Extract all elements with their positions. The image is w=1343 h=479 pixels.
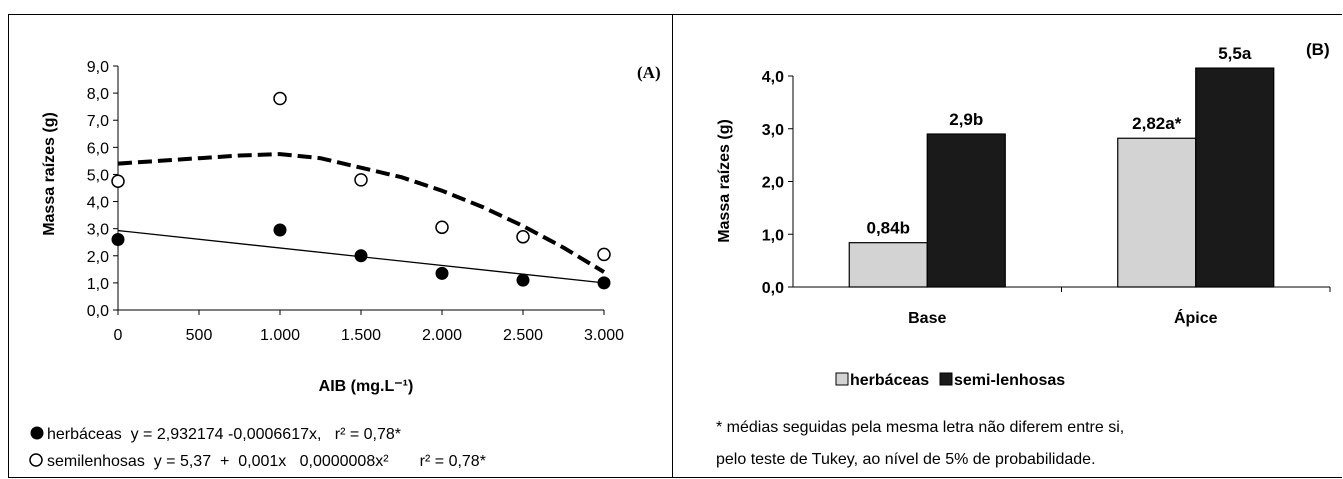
x-tick-label-a: 0	[114, 327, 123, 344]
y-tick-label-a: 1,0	[87, 276, 109, 293]
bar-value-label: 0,84b	[867, 219, 910, 238]
point-semilenhosas	[597, 247, 611, 262]
point-semilenhosas	[273, 91, 287, 106]
category-label: Ápice	[1174, 308, 1218, 327]
panel-b-letter: (B)	[1306, 40, 1330, 59]
bar-value-label: 2,9b	[949, 110, 983, 129]
x-tick-label-a: 2.000	[422, 327, 462, 344]
point-herbaceas	[273, 223, 287, 237]
legend-label-herbaceas: herbáceas	[850, 372, 929, 389]
y-tick-label-a: 9,0	[87, 59, 109, 76]
equation-semilenhosas: semilenhosas y = 5,37 + 0,001x 0,0000008…	[47, 453, 486, 470]
point-semilenhosas	[435, 220, 449, 235]
footnote-line-1: * médias seguidas pela mesma letra não d…	[716, 419, 1124, 436]
x-tick-label-a: 1.500	[341, 327, 381, 344]
legend-label-semilenhosas: semi-lenhosas	[954, 372, 1065, 389]
bar-herbaceas	[848, 242, 928, 288]
bar-semilenhosas	[926, 133, 1006, 288]
point-herbaceas	[516, 273, 530, 287]
equation-herbaceas: herbáceas y = 2,932174 -0,0006617x, r² =…	[47, 426, 401, 443]
y-tick-label-b: 2,0	[762, 175, 784, 192]
bar-semilenhosas	[1195, 67, 1275, 288]
bar-value-label: 5,5a	[1218, 44, 1252, 63]
bar-herbaceas	[1117, 137, 1197, 288]
y-tick-label-b: 1,0	[762, 227, 784, 244]
point-herbaceas	[354, 249, 368, 263]
trend-line-semilenhosas	[117, 152, 606, 274]
y-tick-label-a: 4,0	[87, 195, 109, 212]
legend-swatch-herbaceas	[835, 372, 849, 386]
panel-a-letter: (A)	[637, 63, 661, 82]
point-semilenhosas	[516, 230, 530, 244]
point-herbaceas	[597, 276, 611, 290]
category-label: Base	[908, 310, 946, 327]
point-herbaceas	[111, 233, 125, 247]
y-tick-label-a: 2,0	[87, 249, 109, 266]
panel-a-xlabel: AIB (mg.L⁻¹)	[319, 378, 414, 395]
y-tick-label-b: 4,0	[762, 69, 784, 86]
panel-a-ylabel: Massa raízes (g)	[41, 112, 58, 236]
bar-value-label: 2,82a*	[1132, 114, 1182, 133]
plot-area-a: 0,0 1,0 2,0 3,0 4,0 5,0 6,0 7,0 8,0 9,0 0 500 1.000 1…	[87, 59, 624, 344]
y-tick-label-a: 7,0	[87, 113, 109, 130]
plot-area-b: 0,0 1,0 2,0 3,0 4,0 Base 0,84b 2,9b Ápice 2,82a* 5…	[762, 44, 1331, 327]
y-tick-label-a: 3,0	[87, 222, 109, 239]
y-tick-label-b: 0,0	[762, 280, 784, 297]
panel-b-ylabel: Massa raízes (g)	[716, 119, 733, 243]
legend-marker-herbaceas	[30, 426, 44, 440]
x-tick-label-a: 2.500	[503, 327, 543, 344]
point-herbaceas	[435, 266, 449, 280]
x-tick-label-a: 1.000	[260, 327, 300, 344]
y-tick-label-a: 6,0	[87, 140, 109, 157]
y-tick-label-b: 3,0	[762, 122, 784, 139]
y-tick-label-a: 8,0	[87, 86, 109, 103]
x-tick-label-a: 500	[186, 327, 213, 344]
y-tick-label-a: 5,0	[87, 167, 109, 184]
footnote-line-2: pelo teste de Tukey, ao nível de 5% de p…	[716, 451, 1096, 468]
legend-marker-semilenhosas	[29, 453, 43, 467]
point-semilenhosas	[354, 173, 368, 187]
legend-swatch-semilenhosas	[939, 372, 953, 386]
point-semilenhosas	[111, 174, 125, 188]
x-tick-label-a: 3.000	[584, 327, 624, 344]
y-tick-label-a: 0,0	[87, 303, 109, 320]
